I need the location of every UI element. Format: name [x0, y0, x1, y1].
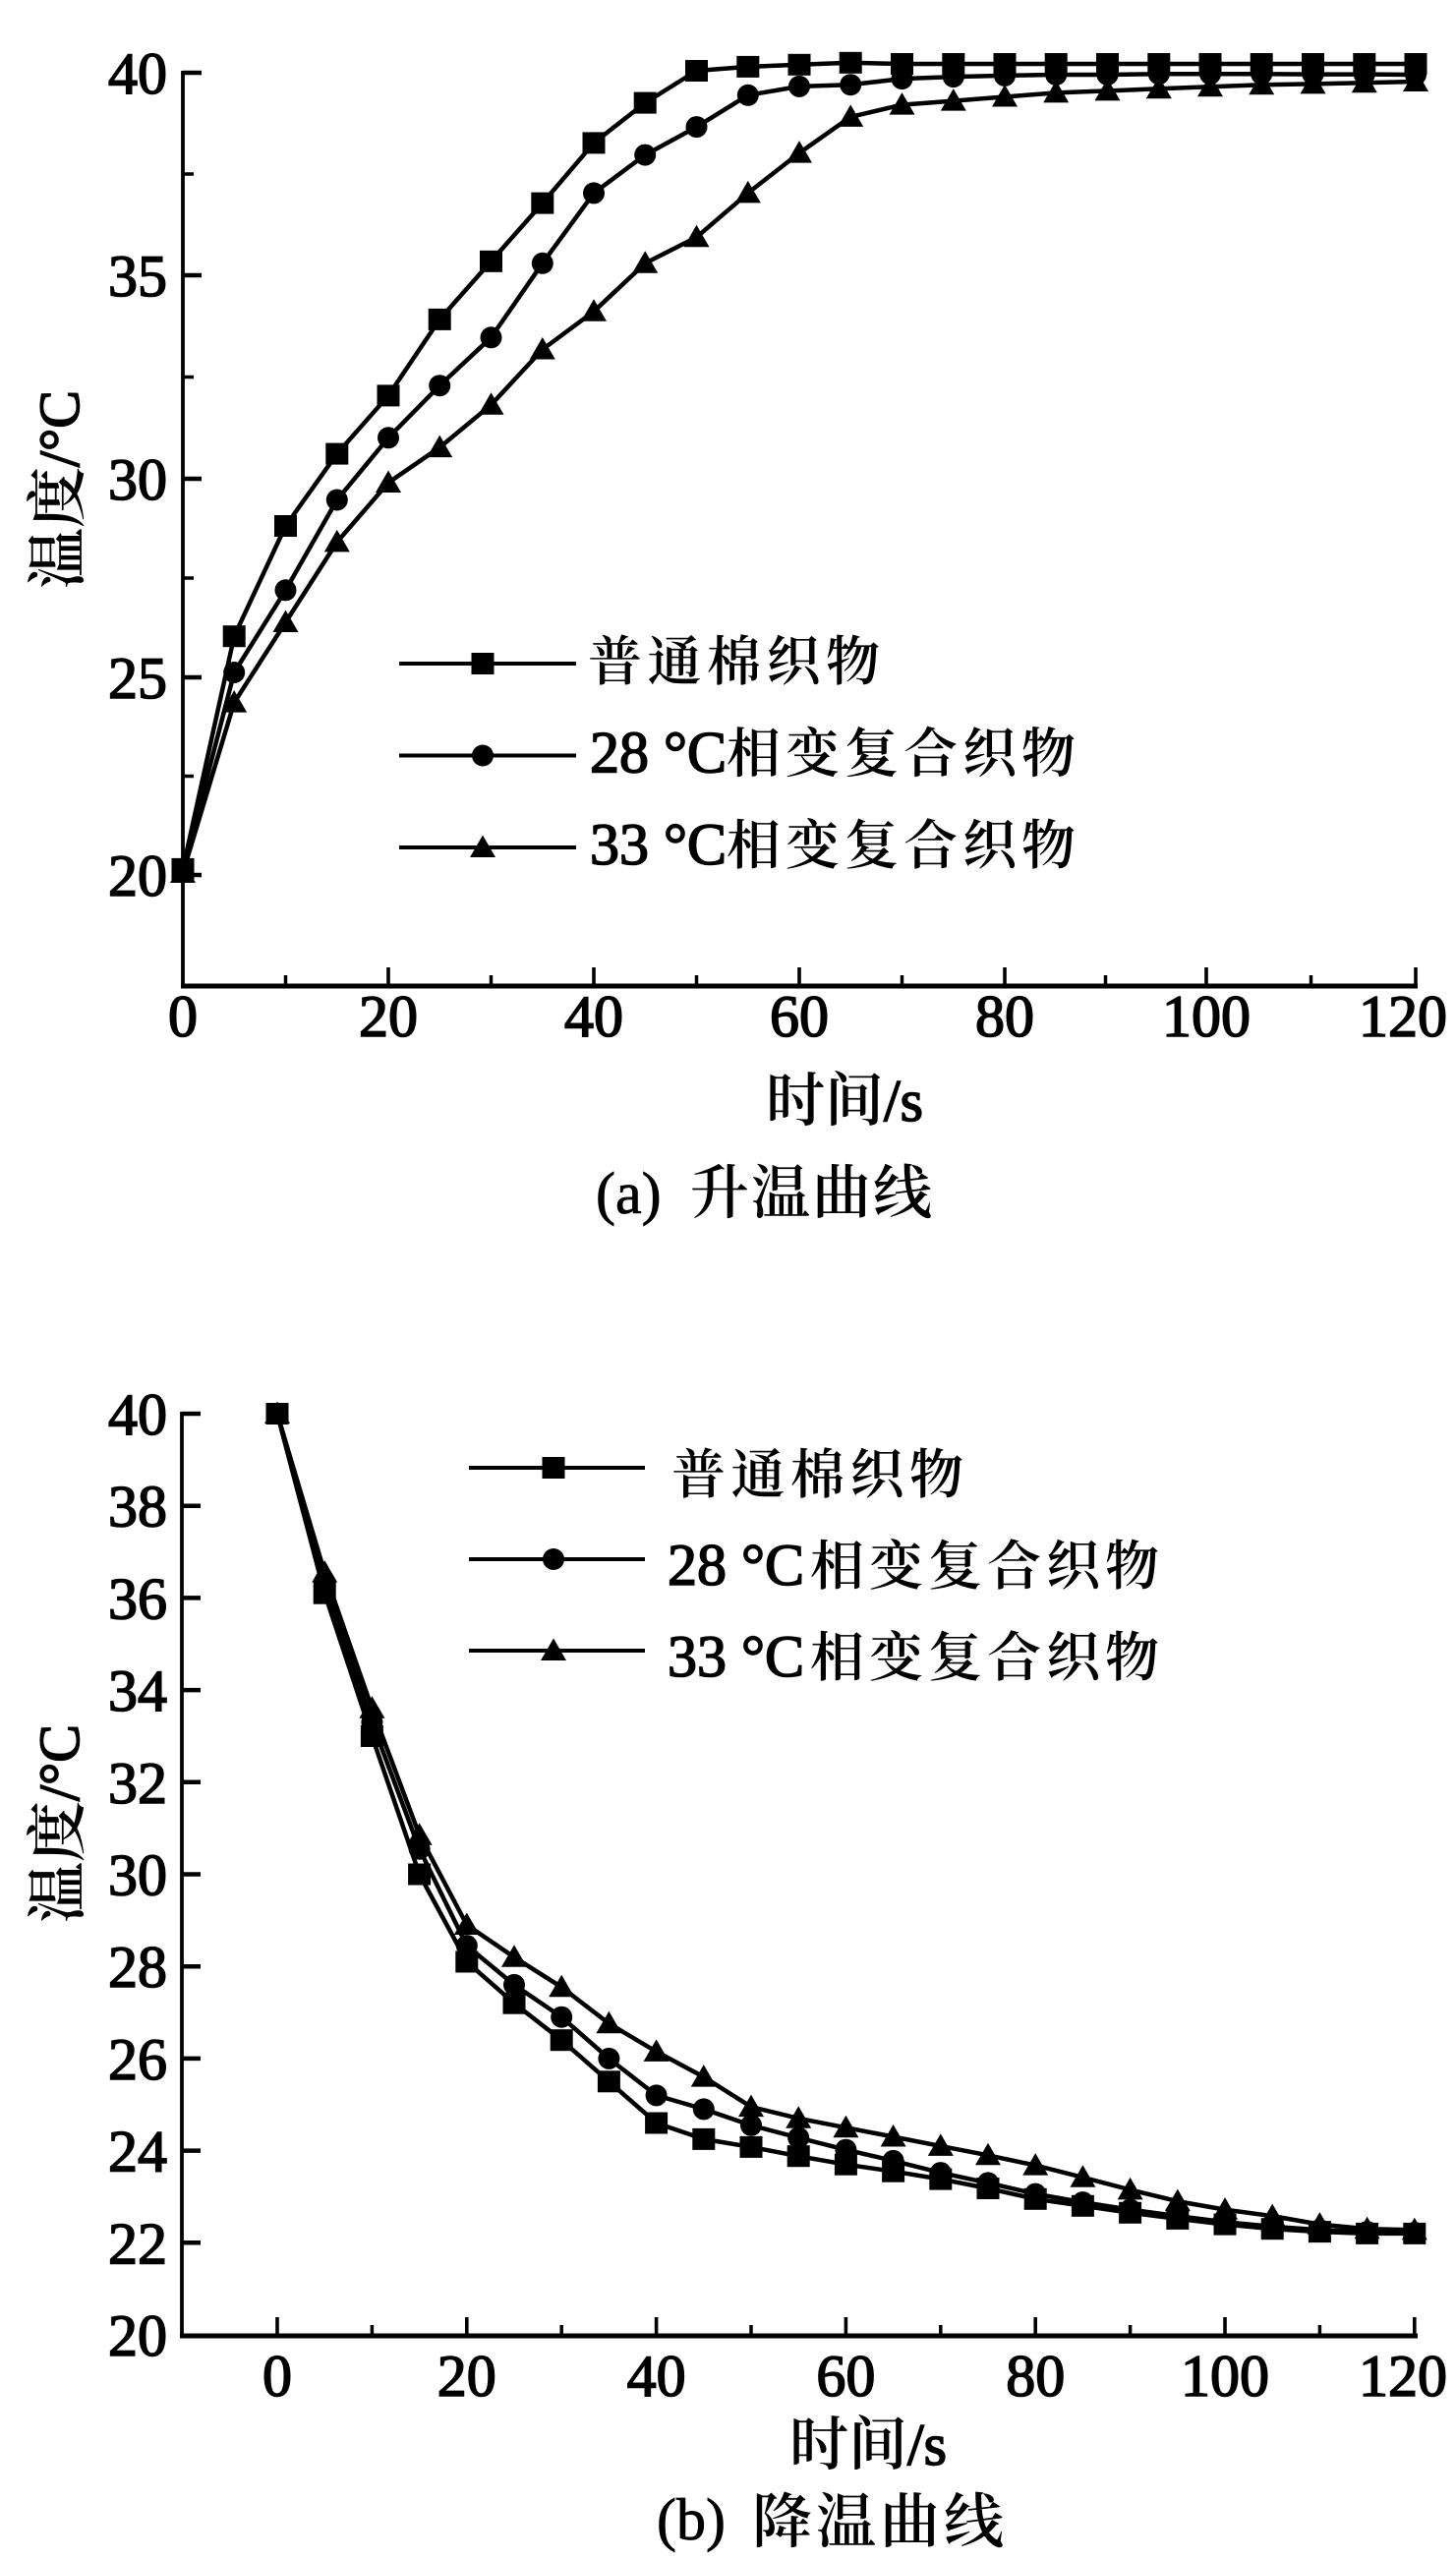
- svg-text:20: 20: [108, 2303, 167, 2368]
- svg-text:20: 20: [437, 2344, 496, 2409]
- svg-text:40: 40: [108, 41, 167, 106]
- svg-text:33 °C: 33 °C: [590, 812, 727, 877]
- svg-text:/s: /s: [884, 1069, 923, 1134]
- svg-text:26: 26: [108, 2027, 167, 2092]
- svg-text:40: 40: [564, 984, 623, 1049]
- svg-text:60: 60: [816, 2344, 875, 2409]
- svg-text:35: 35: [108, 244, 167, 309]
- svg-text:36: 36: [108, 1566, 167, 1631]
- svg-text:30: 30: [108, 447, 167, 512]
- svg-text:38: 38: [108, 1475, 167, 1540]
- svg-text:/°C: /°C: [28, 390, 91, 467]
- svg-text:33 °C: 33 °C: [668, 1624, 804, 1689]
- svg-text:100: 100: [1162, 984, 1251, 1049]
- svg-text:0: 0: [168, 984, 198, 1049]
- svg-text:(a): (a): [596, 1161, 662, 1226]
- svg-text:/s: /s: [907, 2413, 947, 2477]
- svg-text:34: 34: [108, 1658, 167, 1723]
- svg-text:28 °C: 28 °C: [668, 1533, 804, 1598]
- svg-text:28 °C: 28 °C: [590, 721, 727, 785]
- svg-text:120: 120: [1359, 984, 1447, 1049]
- svg-text:28: 28: [108, 1935, 167, 2000]
- svg-text:20: 20: [359, 984, 418, 1049]
- svg-text:80: 80: [1006, 2344, 1065, 2409]
- svg-text:120: 120: [1359, 2344, 1447, 2409]
- svg-text:80: 80: [975, 984, 1034, 1049]
- svg-text:24: 24: [108, 2120, 167, 2184]
- svg-text:22: 22: [108, 2211, 167, 2276]
- svg-text:60: 60: [770, 984, 829, 1049]
- svg-text:20: 20: [108, 844, 167, 908]
- svg-text:0: 0: [262, 2344, 292, 2409]
- svg-text:25: 25: [108, 646, 167, 711]
- svg-text:40: 40: [627, 2344, 686, 2409]
- svg-text:(b): (b): [657, 2487, 726, 2552]
- svg-text:32: 32: [108, 1751, 167, 1816]
- svg-text:/°C: /°C: [28, 1724, 91, 1801]
- svg-text:100: 100: [1181, 2344, 1269, 2409]
- svg-text:40: 40: [108, 1382, 167, 1447]
- svg-text:30: 30: [108, 1843, 167, 1908]
